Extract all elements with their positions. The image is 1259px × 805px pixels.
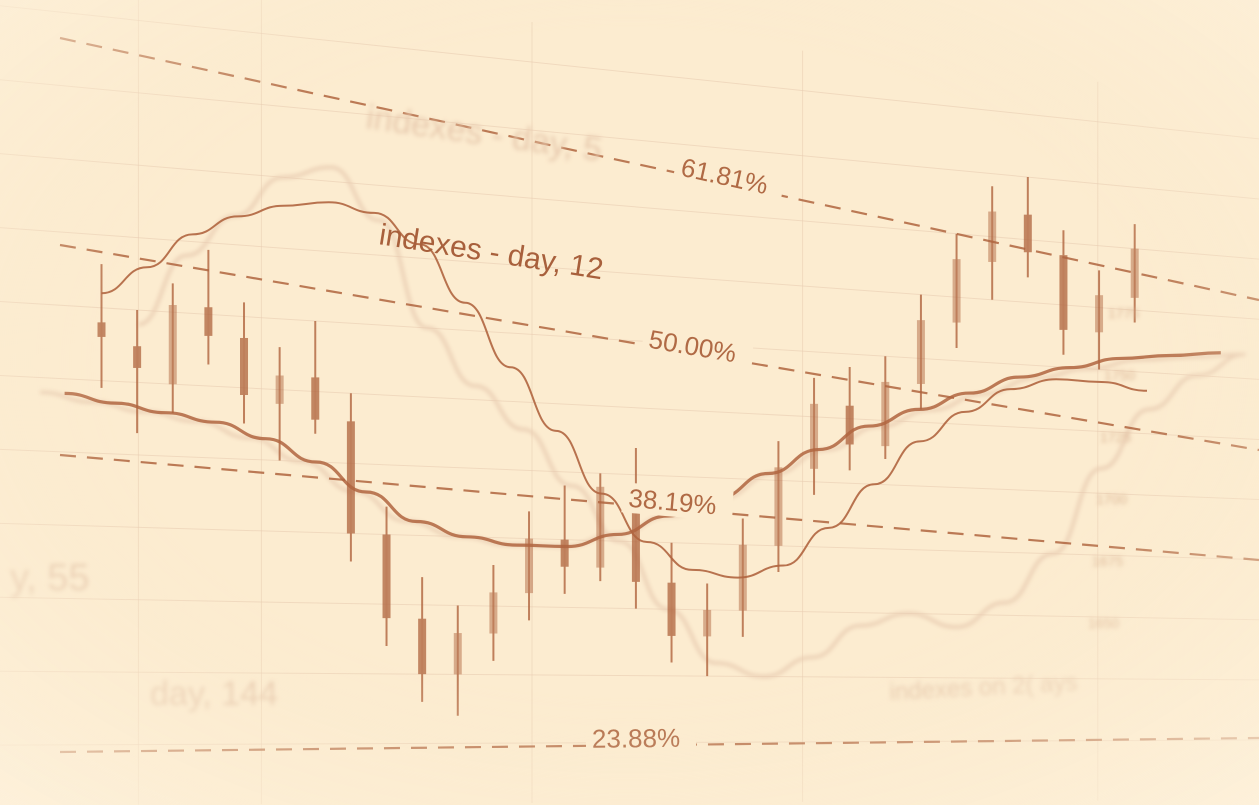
ghost-right-label: indexes on 2( ays [889,669,1078,706]
candlestick [311,321,320,434]
candlestick [204,249,213,365]
ghost-left-label: y, 55 [10,557,90,599]
candlestick [1059,230,1068,355]
candlestick [881,356,890,459]
price-scale-label: 1700 [1096,491,1127,507]
right-price-scale: 1775 1750 1725 1700 1675 1650 [1088,305,1139,631]
grid-line-horizontal [0,153,1259,260]
grid-line-horizontal [0,5,1259,140]
candlestick [453,605,462,716]
main-series-label: indexes - day, 12 [377,218,606,286]
fib-level-label: 61.81% [678,152,771,200]
fibonacci-levels: 61.81% 50.00% 38.19% 23.88% [59,36,1259,754]
candlesticks [97,177,1139,716]
candlestick [560,485,569,594]
candlestick [133,310,142,434]
ghost-bottom-label: day, 144 [150,675,278,713]
price-scale-label: 1725 [1100,429,1131,445]
grid-line-horizontal [0,79,1259,200]
candlestick [952,233,961,348]
candlestick [489,564,498,661]
grid-line-horizontal [0,596,1259,621]
price-scale-label: 1675 [1092,553,1123,569]
fib-level-line [59,36,1259,302]
price-scale-label: 1775 [1108,305,1139,321]
candlestick [1095,270,1104,370]
price-scale-label: 1750 [1104,367,1135,383]
candlestick [1023,177,1032,278]
candlestick [845,366,854,471]
fib-level-label: 38.19% [627,483,717,521]
grid-line-horizontal [0,227,1259,320]
moving-average-line [64,351,1221,549]
grid-line-horizontal [0,374,1259,440]
fib-level-label: 50.00% [647,324,739,368]
candlestick [774,441,783,572]
candlestick [418,577,427,702]
ghost-top-label: indexes - day, 5 [364,98,604,169]
fib-level-label: 23.88% [592,723,681,754]
main-series [64,201,1221,579]
candlestick [240,302,249,424]
ghost-labels: indexes - day, 5 y, 55 day, 144 indexes … [10,98,1078,713]
candlestick [596,473,605,582]
candlestick [810,377,819,495]
ghost-series-line [39,352,1246,548]
candlestick [168,283,177,414]
price-scale-label: 1650 [1088,615,1119,631]
candlestick [346,393,355,562]
candlestick [97,264,106,388]
candlestick [382,506,391,647]
